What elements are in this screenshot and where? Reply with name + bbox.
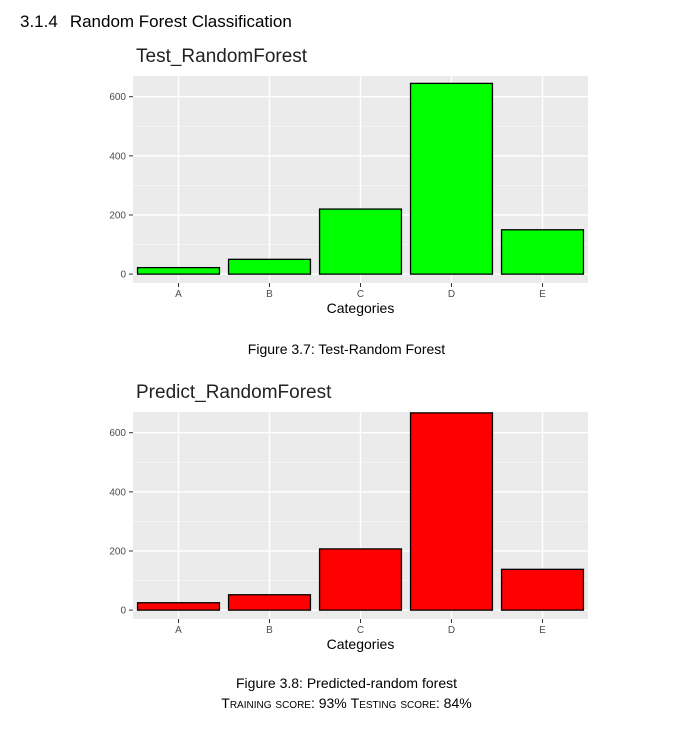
x-tick-label: B [266, 289, 273, 300]
section-number: 3.1.4 [20, 12, 58, 31]
y-tick-label: 600 [109, 428, 126, 439]
bar-d [409, 82, 494, 275]
chart-title-predict: Predict_RandomForest [136, 382, 332, 403]
testing-score-value: 84% [443, 695, 472, 711]
bar-d [409, 412, 494, 611]
bar-b [227, 594, 312, 611]
y-tick-label: 600 [109, 92, 126, 103]
training-score-value: 93% [318, 695, 347, 711]
test-randomforest-chart: 0 200 400 600 A B C D E Categories [109, 76, 588, 316]
score-line: Training score: 93% Testing score: 84% [0, 695, 693, 711]
bar-c [318, 208, 403, 275]
x-tick-label: D [448, 625, 455, 636]
x-tick-label: A [175, 289, 182, 300]
training-score-label: Training score: [221, 695, 315, 711]
x-tick-label: C [357, 289, 364, 300]
y-tick-label: 200 [109, 210, 126, 221]
figure-caption-3-8: Figure 3.8: Predicted-random forest [236, 675, 457, 691]
x-tick-label: E [539, 625, 546, 636]
x-tick-label: E [539, 289, 546, 300]
x-tick-label: A [175, 625, 182, 636]
bar-e [500, 229, 585, 275]
bar-e [500, 568, 585, 611]
y-tick-label: 200 [109, 546, 126, 557]
x-tick-label: B [266, 625, 273, 636]
figure-caption-3-7: Figure 3.7: Test-Random Forest [247, 341, 446, 357]
chart-title-test: Test_RandomForest [136, 46, 308, 67]
section-heading: 3.1.4 Random Forest Classification [20, 12, 292, 32]
x-axis-label: Categories [327, 636, 395, 652]
x-axis-label: Categories [327, 300, 395, 316]
bar-a [136, 266, 221, 275]
testing-score-label: Testing score: [350, 695, 440, 711]
predict-randomforest-chart: 0 200 400 600 A B C D E Categories [109, 412, 588, 652]
y-tick-label: 0 [120, 270, 126, 281]
y-tick-label: 0 [120, 606, 126, 617]
x-tick-label: D [448, 289, 455, 300]
x-tick-label: C [357, 625, 364, 636]
section-title: Random Forest Classification [69, 12, 292, 31]
y-tick-label: 400 [109, 487, 126, 498]
bar-a [136, 602, 221, 611]
bar-c [318, 548, 403, 611]
bar-b [227, 258, 312, 275]
y-tick-label: 400 [109, 151, 126, 162]
